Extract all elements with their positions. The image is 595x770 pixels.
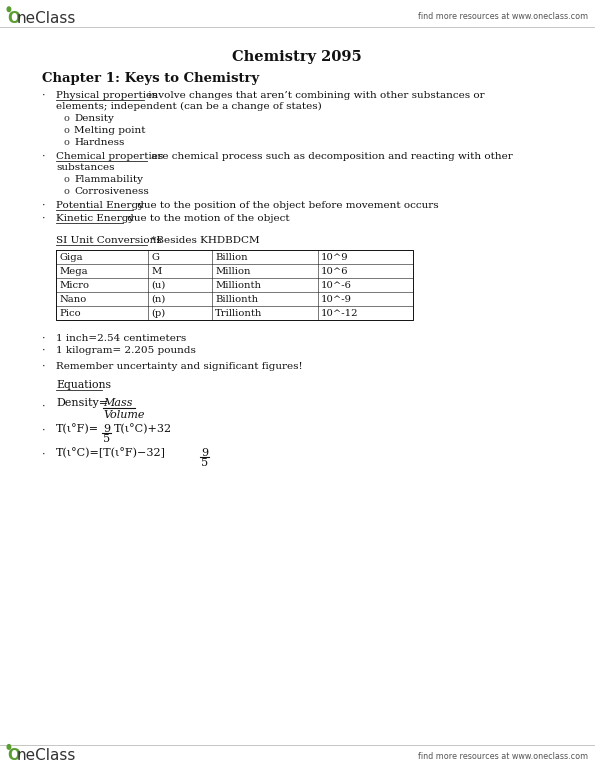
Text: Millionth: Millionth <box>215 281 261 290</box>
Text: 1 kilogram= 2.205 pounds: 1 kilogram= 2.205 pounds <box>56 346 196 355</box>
Text: 10^6: 10^6 <box>321 267 349 276</box>
Text: o: o <box>64 126 70 135</box>
Text: elements; independent (can be a change of states): elements; independent (can be a change o… <box>56 102 322 111</box>
Text: 10^9: 10^9 <box>321 253 349 262</box>
Text: Pico: Pico <box>59 309 81 318</box>
Text: T(ι°F)=: T(ι°F)= <box>56 424 99 434</box>
Text: Chemistry 2095: Chemistry 2095 <box>232 50 362 64</box>
Text: o: o <box>64 175 70 184</box>
Text: G: G <box>151 253 159 262</box>
Text: Giga: Giga <box>59 253 83 262</box>
Text: Trillionth: Trillionth <box>215 309 262 318</box>
Text: ·: · <box>42 214 45 224</box>
Text: neClass: neClass <box>17 748 76 763</box>
Text: Corrosiveness: Corrosiveness <box>74 187 149 196</box>
Text: ·: · <box>42 91 45 101</box>
Text: ·: · <box>42 426 45 436</box>
Text: 1 inch=2.54 centimeters: 1 inch=2.54 centimeters <box>56 334 186 343</box>
Text: find more resources at www.oneclass.com: find more resources at www.oneclass.com <box>418 752 588 761</box>
Text: *Besides KHDBDCM: *Besides KHDBDCM <box>148 236 259 245</box>
Text: Melting point: Melting point <box>74 126 146 135</box>
Text: Chapter 1: Keys to Chemistry: Chapter 1: Keys to Chemistry <box>42 72 259 85</box>
Text: Equations: Equations <box>56 380 111 390</box>
Text: Kinetic Energy: Kinetic Energy <box>56 214 134 223</box>
Text: o: o <box>64 114 70 123</box>
Text: 10^-6: 10^-6 <box>321 281 352 290</box>
Text: o: o <box>64 138 70 147</box>
Text: Billion: Billion <box>215 253 248 262</box>
Text: neClass: neClass <box>17 11 76 25</box>
Text: Chemical properties: Chemical properties <box>56 152 163 161</box>
Text: Hardness: Hardness <box>74 138 124 147</box>
Text: T(ι°C)+32: T(ι°C)+32 <box>114 424 172 434</box>
Text: M: M <box>151 267 161 276</box>
Text: substances: substances <box>56 163 114 172</box>
Text: Potential Energy: Potential Energy <box>56 201 144 210</box>
Text: Micro: Micro <box>59 281 89 290</box>
Text: Million: Million <box>215 267 250 276</box>
Text: involve changes that aren’t combining with other substances or: involve changes that aren’t combining wi… <box>145 91 484 100</box>
Text: find more resources at www.oneclass.com: find more resources at www.oneclass.com <box>418 12 588 22</box>
Text: 5: 5 <box>103 434 110 444</box>
Text: SI Unit Conversions: SI Unit Conversions <box>56 236 162 245</box>
Text: ·: · <box>42 450 45 460</box>
Text: due to the position of the object before movement occurs: due to the position of the object before… <box>134 201 439 210</box>
Circle shape <box>7 7 11 12</box>
Text: Density: Density <box>74 114 114 123</box>
Text: T(ι°C)=[T(ι°F)−32]: T(ι°C)=[T(ι°F)−32] <box>56 448 166 459</box>
Text: ·: · <box>42 362 45 372</box>
Text: ·: · <box>42 201 45 211</box>
Text: 5: 5 <box>201 458 208 468</box>
Text: Mega: Mega <box>59 267 87 276</box>
Text: Flammability: Flammability <box>74 175 143 184</box>
Text: ·: · <box>42 152 45 162</box>
Text: (n): (n) <box>151 295 165 304</box>
Text: 9: 9 <box>103 424 110 434</box>
Text: Remember uncertainty and significant figures!: Remember uncertainty and significant fig… <box>56 362 303 371</box>
Text: 10^-12: 10^-12 <box>321 309 359 318</box>
Text: Volume: Volume <box>103 410 145 420</box>
Text: O: O <box>7 748 20 763</box>
Text: 9: 9 <box>201 448 208 458</box>
Text: Mass: Mass <box>103 398 133 408</box>
Text: Physical properties: Physical properties <box>56 91 158 100</box>
Text: (p): (p) <box>151 309 165 318</box>
Text: are chemical process such as decomposition and reacting with other: are chemical process such as decompositi… <box>148 152 513 161</box>
Text: (u): (u) <box>151 281 165 290</box>
Text: o: o <box>64 187 70 196</box>
Text: O: O <box>7 11 20 25</box>
Text: Billionth: Billionth <box>215 295 258 304</box>
Text: ·: · <box>42 402 45 412</box>
Text: due to the motion of the object: due to the motion of the object <box>124 214 290 223</box>
Text: Nano: Nano <box>59 295 86 304</box>
Text: Density=: Density= <box>56 398 108 408</box>
Text: ·: · <box>42 346 45 356</box>
Text: ·: · <box>42 334 45 344</box>
Circle shape <box>7 745 11 749</box>
Text: 10^-9: 10^-9 <box>321 295 352 304</box>
